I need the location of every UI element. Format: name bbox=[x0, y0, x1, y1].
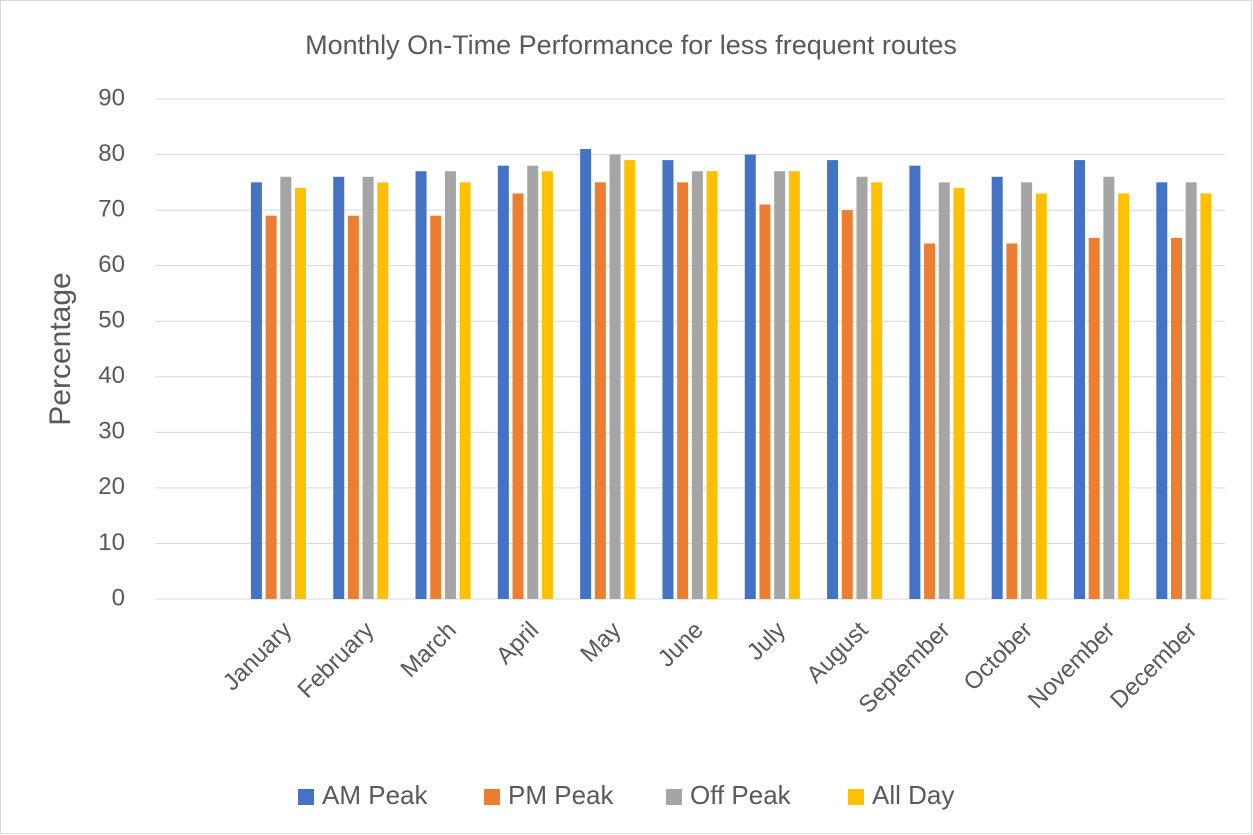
bar bbox=[1118, 193, 1130, 599]
legend-label: AM Peak bbox=[322, 780, 428, 810]
y-tick-label: 50 bbox=[98, 307, 125, 334]
bar bbox=[662, 160, 674, 599]
bar bbox=[415, 171, 427, 599]
y-tick-label: 80 bbox=[98, 140, 125, 167]
y-tick-label: 0 bbox=[112, 584, 125, 611]
bar bbox=[527, 165, 539, 599]
y-tick-label: 90 bbox=[98, 84, 125, 111]
bar bbox=[280, 176, 292, 599]
bar bbox=[909, 165, 921, 599]
bar bbox=[497, 165, 509, 599]
bar bbox=[295, 187, 307, 599]
bar bbox=[1073, 160, 1085, 599]
bar bbox=[1185, 182, 1197, 600]
legend-label: Off Peak bbox=[690, 780, 792, 810]
y-tick-label: 30 bbox=[98, 418, 125, 445]
bar bbox=[362, 176, 374, 599]
y-tick-label: 70 bbox=[98, 195, 125, 222]
y-tick-label: 40 bbox=[98, 362, 125, 389]
bar bbox=[691, 171, 703, 599]
bar bbox=[609, 154, 621, 600]
y-tick-label: 20 bbox=[98, 473, 125, 500]
bar bbox=[347, 215, 359, 599]
bar bbox=[938, 182, 950, 600]
legend-swatch bbox=[848, 789, 864, 805]
bar bbox=[541, 171, 553, 599]
bar bbox=[827, 160, 839, 599]
bar bbox=[459, 182, 471, 600]
legend-label: PM Peak bbox=[508, 780, 614, 810]
bar bbox=[1103, 176, 1115, 599]
bar bbox=[1170, 237, 1182, 599]
bar bbox=[580, 149, 592, 599]
bar bbox=[841, 210, 853, 599]
bar bbox=[444, 171, 456, 599]
bar bbox=[744, 154, 756, 600]
bar bbox=[1035, 193, 1047, 599]
bar bbox=[1156, 182, 1168, 600]
bar bbox=[1088, 237, 1100, 599]
bar bbox=[265, 215, 277, 599]
bar bbox=[250, 182, 262, 600]
bar bbox=[594, 182, 606, 600]
bar bbox=[871, 182, 883, 600]
bar bbox=[953, 187, 965, 599]
bar bbox=[991, 176, 1003, 599]
bar bbox=[624, 160, 636, 599]
y-tick-label: 10 bbox=[98, 529, 125, 556]
bar bbox=[677, 182, 689, 600]
bar bbox=[430, 215, 442, 599]
legend-label: All Day bbox=[872, 780, 954, 810]
bar bbox=[706, 171, 718, 599]
bar bbox=[1200, 193, 1212, 599]
legend-swatch bbox=[484, 789, 500, 805]
bar bbox=[1006, 243, 1018, 599]
bar bbox=[377, 182, 389, 600]
bar bbox=[1021, 182, 1033, 600]
bar bbox=[512, 193, 524, 599]
legend-swatch bbox=[666, 789, 682, 805]
legend-swatch bbox=[298, 789, 314, 805]
chart-title: Monthly On-Time Performance for less fre… bbox=[305, 30, 957, 60]
bar bbox=[788, 171, 800, 599]
bar bbox=[759, 204, 771, 600]
y-axis-label: Percentage bbox=[44, 272, 77, 425]
bar bbox=[774, 171, 786, 599]
y-tick-label: 60 bbox=[98, 251, 125, 278]
bar bbox=[924, 243, 936, 599]
bar bbox=[333, 176, 345, 599]
bar bbox=[856, 176, 868, 599]
